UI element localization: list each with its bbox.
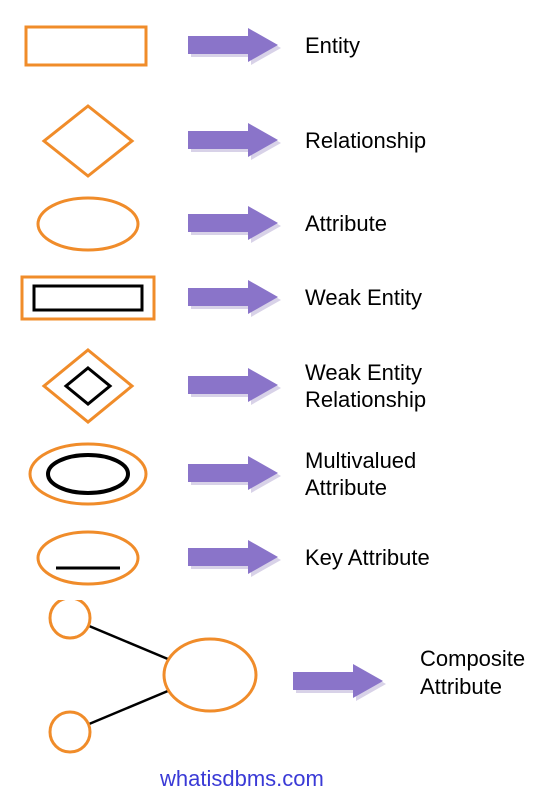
arrow-icon [185,204,285,244]
arrow-icon [185,278,285,318]
row-weak-entity: Weak Entity [0,272,550,324]
footer-link[interactable]: whatisdbms.com [160,766,324,792]
symbol-attribute [0,194,175,254]
label-key-attribute: Key Attribute [295,544,550,572]
arrow-icon [185,121,285,161]
row-relationship: Relationship [0,102,550,180]
arrow-entity [175,26,295,66]
arrow-key-attribute [175,538,295,578]
arrow-icon [185,26,285,66]
arrow-composite-attr [290,662,390,707]
row-weak-entity-rel: Weak Entity Relationship [0,346,550,426]
key-attribute-icon [28,528,148,588]
multivalued-attr-icon [23,440,153,508]
symbol-weak-entity-rel [0,346,175,426]
entity-icon [23,22,153,70]
arrow-icon [290,662,390,702]
arrow-weak-entity [175,278,295,318]
row-attribute: Attribute [0,194,550,254]
weak-entity-rel-icon [38,346,138,426]
row-composite-attr: Composite Attribute [0,600,550,760]
arrow-icon [185,538,285,578]
arrow-attribute [175,204,295,244]
arrow-icon [185,366,285,406]
attribute-icon [28,194,148,254]
label-composite-attr: Composite Attribute [420,645,525,700]
symbol-key-attribute [0,528,175,588]
relationship-icon [38,102,138,180]
row-entity: Entity [0,22,550,70]
arrow-multivalued-attr [175,454,295,494]
label-multivalued-attr: Multivalued Attribute [295,447,550,502]
label-entity: Entity [295,32,550,60]
symbol-entity [0,22,175,70]
label-weak-entity-rel: Weak Entity Relationship [295,359,550,414]
weak-entity-icon [18,272,158,324]
symbol-multivalued-attr [0,440,175,508]
row-key-attribute: Key Attribute [0,528,550,588]
symbol-weak-entity [0,272,175,324]
arrow-weak-entity-rel [175,366,295,406]
arrow-relationship [175,121,295,161]
label-relationship: Relationship [295,127,550,155]
arrow-icon [185,454,285,494]
row-multivalued-attr: Multivalued Attribute [0,440,550,508]
composite-attr-icon [10,600,290,760]
label-weak-entity: Weak Entity [295,284,550,312]
label-attribute: Attribute [295,210,550,238]
symbol-relationship [0,102,175,180]
